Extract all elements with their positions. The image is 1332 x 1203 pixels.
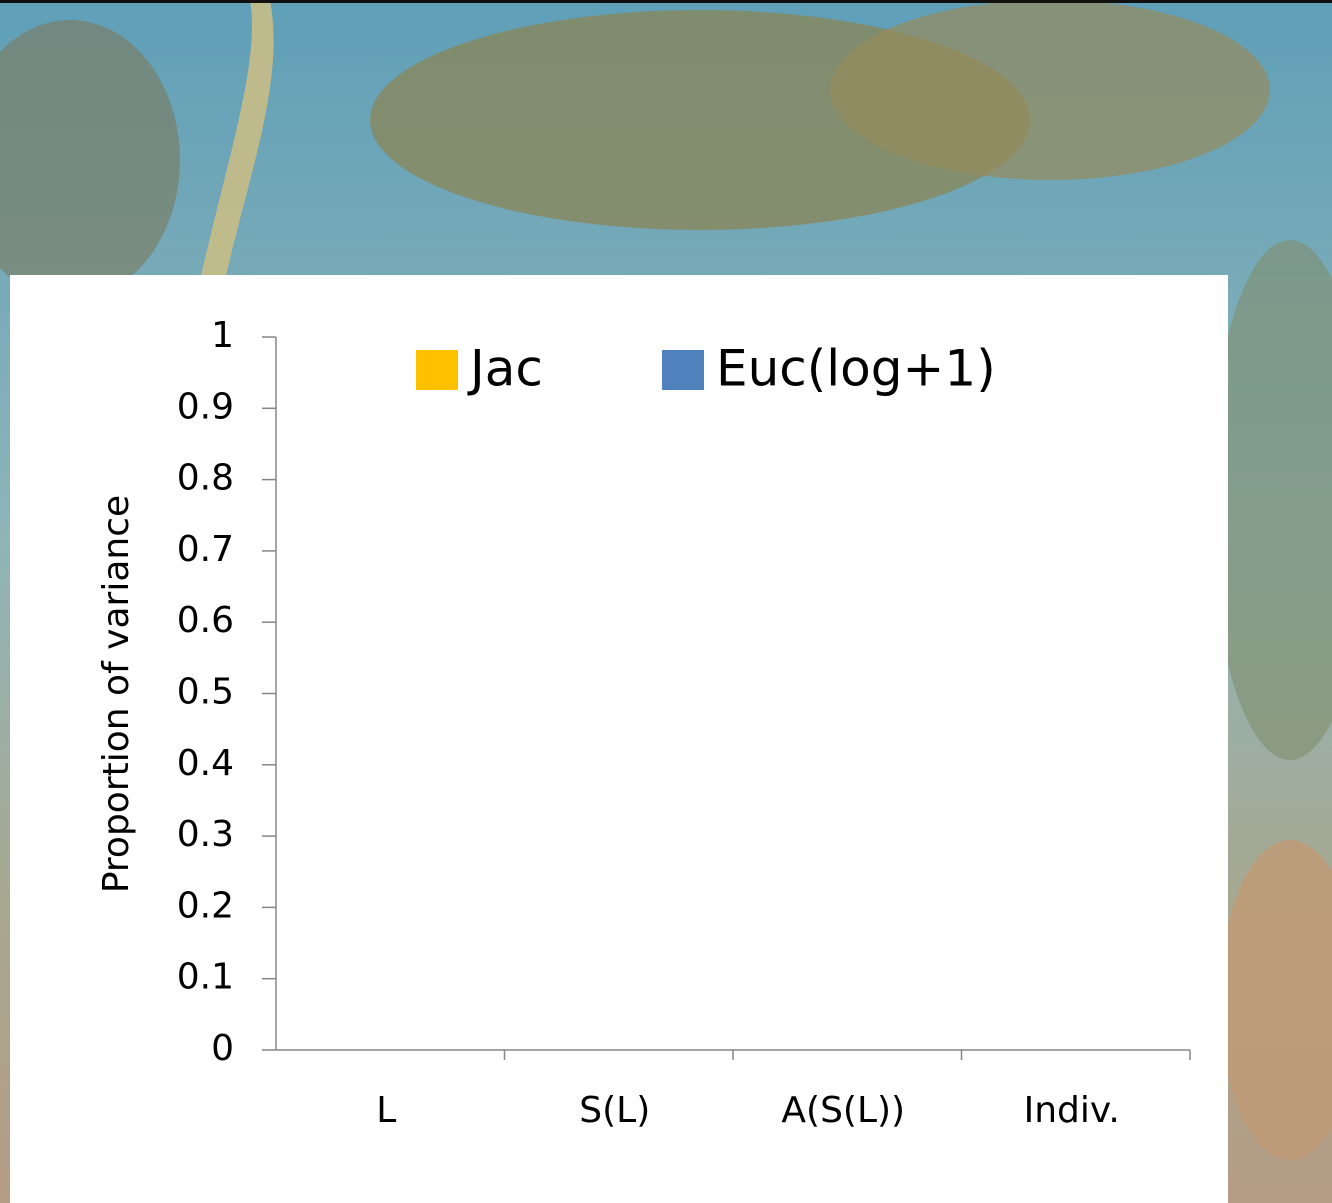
y-tick-label: 0.4 bbox=[177, 743, 234, 784]
y-tick-label: 0.3 bbox=[177, 814, 234, 855]
y-tick-label: 0.6 bbox=[177, 600, 234, 641]
y-tick-label: 1 bbox=[211, 315, 234, 356]
legend-swatch bbox=[662, 350, 704, 390]
legend-label: Euc(log+1) bbox=[716, 340, 996, 398]
y-axis-label: Proportion of variance bbox=[96, 495, 137, 893]
x-tick-label: Indiv. bbox=[1024, 1090, 1120, 1131]
x-tick-label: S(L) bbox=[579, 1090, 650, 1131]
y-tick-label: 0.5 bbox=[177, 672, 234, 713]
y-tick-label: 0.1 bbox=[177, 957, 234, 998]
x-tick-label: A(S(L)) bbox=[781, 1090, 905, 1131]
y-tick-label: 0.7 bbox=[177, 529, 234, 570]
y-tick-label: 0 bbox=[211, 1028, 234, 1069]
y-tick-label: 0.2 bbox=[177, 885, 234, 926]
legend-label: Jac bbox=[467, 340, 543, 398]
chart-area bbox=[10, 275, 1228, 1203]
x-tick-label: L bbox=[376, 1090, 396, 1131]
y-tick-label: 0.9 bbox=[177, 386, 234, 427]
y-tick-label: 0.8 bbox=[177, 458, 234, 499]
legend-swatch bbox=[416, 350, 458, 390]
